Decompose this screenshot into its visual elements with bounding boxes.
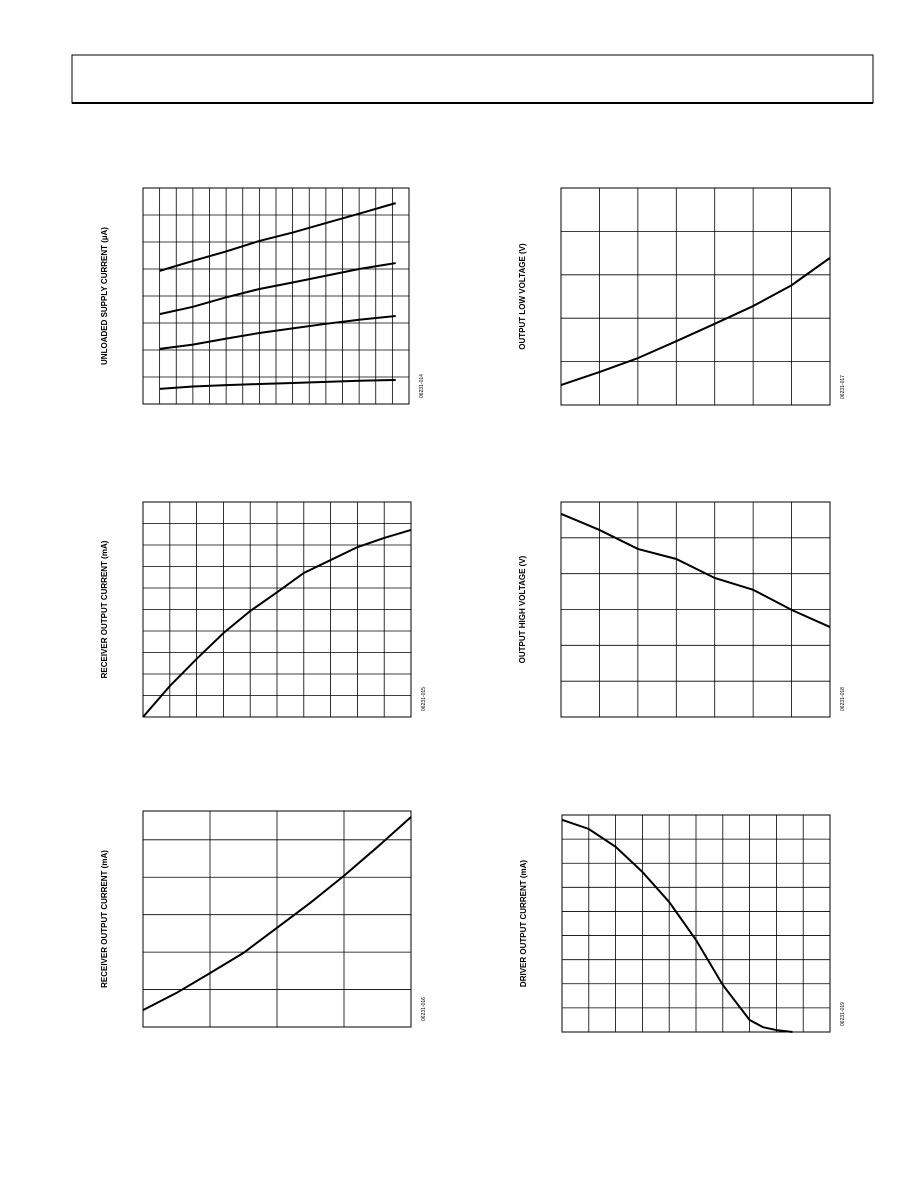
- data-line: [560, 512, 831, 628]
- data-line: [159, 262, 396, 316]
- y-axis-label: OUTPUT HIGH VOLTAGE (V): [518, 555, 527, 663]
- header-box: [71, 54, 874, 104]
- data-line: [159, 314, 396, 350]
- figure-code: 06231-016: [421, 997, 427, 1021]
- plot-frame: [561, 814, 831, 1033]
- data-line: [159, 202, 396, 272]
- plot-frame: [560, 501, 831, 718]
- plot-frame: [142, 501, 412, 718]
- plot-frame: [142, 187, 410, 405]
- y-axis-label: RECEIVER OUTPUT CURRENT (mA): [100, 850, 109, 988]
- data-line: [561, 818, 793, 1033]
- figure-code: 06231-014: [419, 374, 425, 398]
- data-line: [142, 528, 412, 718]
- y-axis-label: RECEIVER OUTPUT CURRENT (mA): [100, 540, 109, 678]
- plot-frame: [142, 810, 412, 1028]
- plot-frame: [560, 187, 831, 406]
- data-line: [142, 816, 412, 1012]
- y-axis-label: OUTPUT LOW VOLTAGE (V): [518, 243, 527, 350]
- data-line: [560, 257, 831, 386]
- figure-code: 06231-017: [840, 375, 846, 399]
- figure-code: 06231-015: [421, 687, 427, 711]
- figure-code: 06231-018: [840, 687, 846, 711]
- y-axis-label: UNLOADED SUPPLY CURRENT (µA): [100, 227, 109, 365]
- figure-code: 06231-019: [840, 1002, 846, 1026]
- y-axis-label: DRIVER OUTPUT CURRENT (mA): [519, 860, 528, 987]
- data-line: [159, 378, 396, 390]
